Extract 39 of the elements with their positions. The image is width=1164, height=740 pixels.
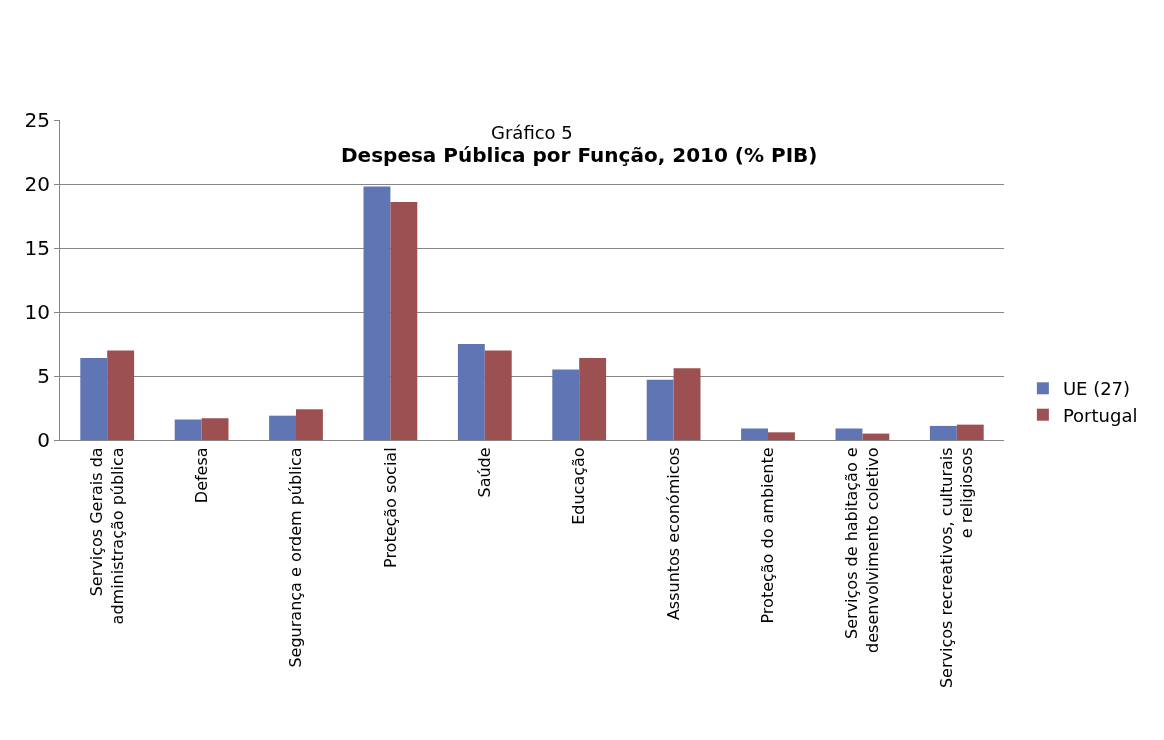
bar	[552, 369, 580, 440]
x-tick-label: Assuntos económicos	[663, 447, 683, 621]
bar	[956, 424, 984, 440]
x-tick-label: Saúde	[475, 447, 494, 498]
y-tick-label: 10	[24, 300, 50, 324]
y-tick-label: 15	[24, 236, 50, 260]
bar	[646, 379, 674, 440]
x-tick-label: Defesa	[191, 447, 211, 504]
x-tick-label: Serviços de habitação e desenvolvimento coletivo	[842, 447, 882, 653]
legend-label: UE (27)	[1062, 378, 1131, 400]
legend-label: Portugal	[1062, 404, 1138, 426]
bar	[457, 344, 485, 440]
chart-subtitle: Gráfico 5	[491, 122, 573, 143]
bar	[484, 350, 512, 440]
bar	[363, 186, 391, 440]
text: Despesa Pública por Função, 2010 (% PIB)	[341, 143, 818, 167]
x-tick-label: Proteção social	[380, 447, 400, 568]
y-tick-label: 5	[37, 364, 50, 388]
bar	[929, 425, 957, 440]
bar	[269, 415, 296, 440]
bar	[862, 433, 890, 440]
y-tick-label: 25	[24, 108, 50, 132]
bar	[80, 358, 108, 440]
x-tick-label: Segurança e ordem pública	[286, 447, 306, 668]
bar	[201, 418, 229, 440]
bar	[107, 350, 135, 440]
y-tick-label: 0	[37, 428, 50, 452]
bar	[673, 368, 701, 440]
bar	[174, 419, 202, 440]
bar	[768, 432, 795, 440]
x-tick-label: Serviços Gerais da administração pública	[87, 447, 127, 625]
bar	[579, 358, 607, 440]
x-tick-label: Educação	[569, 447, 589, 525]
bar	[296, 409, 323, 440]
bar	[390, 201, 418, 440]
y-tick-label: 20	[24, 172, 50, 196]
bar	[835, 428, 863, 440]
bar	[741, 428, 768, 440]
x-tick-label: Proteção do ambiente	[758, 447, 778, 624]
